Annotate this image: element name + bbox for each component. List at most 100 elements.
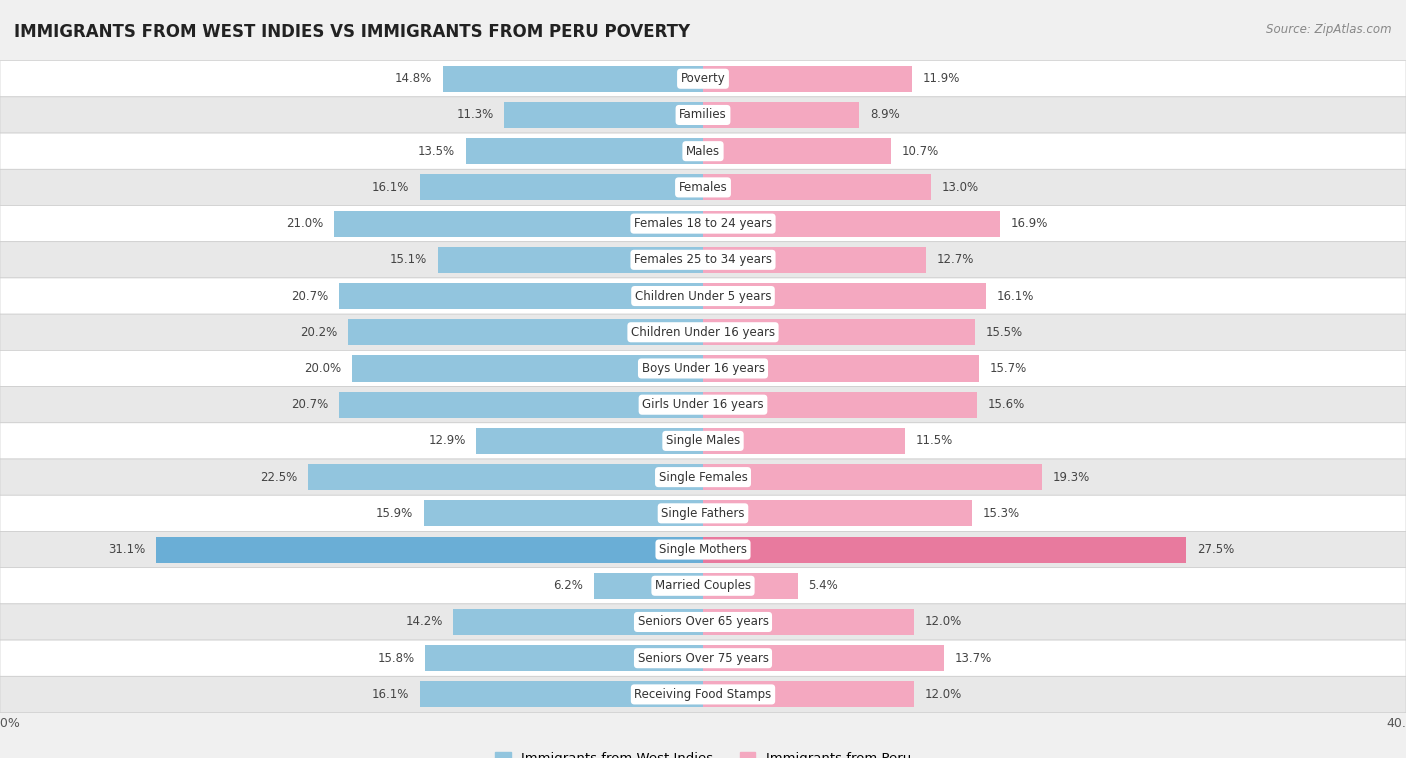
Text: 15.8%: 15.8% — [378, 652, 415, 665]
Bar — [339, 283, 703, 309]
Bar — [703, 428, 905, 454]
FancyBboxPatch shape — [0, 169, 1406, 205]
FancyBboxPatch shape — [0, 242, 1406, 278]
Text: 5.4%: 5.4% — [808, 579, 838, 592]
FancyBboxPatch shape — [0, 97, 1406, 133]
FancyBboxPatch shape — [0, 495, 1406, 531]
Text: 12.0%: 12.0% — [925, 615, 962, 628]
Bar — [156, 537, 703, 562]
Text: 16.1%: 16.1% — [373, 688, 409, 701]
FancyBboxPatch shape — [0, 387, 1406, 423]
Text: 8.9%: 8.9% — [870, 108, 900, 121]
Text: Seniors Over 65 years: Seniors Over 65 years — [637, 615, 769, 628]
Bar — [454, 609, 703, 635]
Text: 19.3%: 19.3% — [1053, 471, 1090, 484]
Bar — [703, 645, 943, 672]
Text: 15.3%: 15.3% — [983, 507, 1019, 520]
Text: 11.9%: 11.9% — [922, 72, 960, 85]
Bar — [703, 464, 1042, 490]
Bar — [703, 102, 859, 128]
Text: 14.8%: 14.8% — [395, 72, 433, 85]
Text: Families: Families — [679, 108, 727, 121]
Bar — [703, 319, 976, 346]
Text: 12.7%: 12.7% — [936, 253, 974, 266]
Bar — [335, 211, 703, 236]
FancyBboxPatch shape — [0, 459, 1406, 495]
Bar — [703, 283, 986, 309]
Text: Seniors Over 75 years: Seniors Over 75 years — [637, 652, 769, 665]
FancyBboxPatch shape — [0, 278, 1406, 314]
Bar — [425, 645, 703, 672]
Text: Children Under 5 years: Children Under 5 years — [634, 290, 772, 302]
Text: 31.1%: 31.1% — [108, 543, 146, 556]
Bar — [420, 681, 703, 707]
Bar — [703, 537, 1187, 562]
FancyBboxPatch shape — [0, 61, 1406, 97]
FancyBboxPatch shape — [0, 531, 1406, 568]
Text: 27.5%: 27.5% — [1197, 543, 1234, 556]
FancyBboxPatch shape — [0, 676, 1406, 713]
Bar — [703, 681, 914, 707]
Bar — [703, 573, 799, 599]
Text: 20.7%: 20.7% — [291, 290, 329, 302]
FancyBboxPatch shape — [0, 350, 1406, 387]
Text: 12.9%: 12.9% — [429, 434, 465, 447]
Bar — [703, 356, 979, 381]
Bar — [477, 428, 703, 454]
Bar — [703, 211, 1000, 236]
Text: 15.1%: 15.1% — [389, 253, 427, 266]
Text: 20.7%: 20.7% — [291, 398, 329, 411]
Text: Source: ZipAtlas.com: Source: ZipAtlas.com — [1267, 23, 1392, 36]
Text: 20.0%: 20.0% — [304, 362, 340, 375]
Text: IMMIGRANTS FROM WEST INDIES VS IMMIGRANTS FROM PERU POVERTY: IMMIGRANTS FROM WEST INDIES VS IMMIGRANT… — [14, 23, 690, 41]
Text: Receiving Food Stamps: Receiving Food Stamps — [634, 688, 772, 701]
Text: Males: Males — [686, 145, 720, 158]
Text: 6.2%: 6.2% — [554, 579, 583, 592]
FancyBboxPatch shape — [0, 423, 1406, 459]
Bar — [420, 174, 703, 200]
Text: Single Mothers: Single Mothers — [659, 543, 747, 556]
Bar — [443, 66, 703, 92]
Text: 11.3%: 11.3% — [457, 108, 494, 121]
FancyBboxPatch shape — [0, 205, 1406, 242]
Text: 22.5%: 22.5% — [260, 471, 297, 484]
Text: 15.6%: 15.6% — [987, 398, 1025, 411]
Text: Females 25 to 34 years: Females 25 to 34 years — [634, 253, 772, 266]
Text: 10.7%: 10.7% — [901, 145, 939, 158]
FancyBboxPatch shape — [0, 314, 1406, 350]
Text: 15.7%: 15.7% — [990, 362, 1026, 375]
Bar — [339, 392, 703, 418]
Text: Females 18 to 24 years: Females 18 to 24 years — [634, 217, 772, 230]
Bar — [703, 174, 932, 200]
Text: Boys Under 16 years: Boys Under 16 years — [641, 362, 765, 375]
Text: 13.7%: 13.7% — [955, 652, 991, 665]
Text: Single Females: Single Females — [658, 471, 748, 484]
Text: 14.2%: 14.2% — [405, 615, 443, 628]
Bar — [308, 464, 703, 490]
Text: 15.5%: 15.5% — [986, 326, 1024, 339]
Text: 12.0%: 12.0% — [925, 688, 962, 701]
FancyBboxPatch shape — [0, 568, 1406, 604]
Text: Girls Under 16 years: Girls Under 16 years — [643, 398, 763, 411]
Text: 16.9%: 16.9% — [1011, 217, 1047, 230]
Text: 21.0%: 21.0% — [287, 217, 323, 230]
Bar — [505, 102, 703, 128]
Bar — [703, 247, 927, 273]
Text: 13.0%: 13.0% — [942, 181, 979, 194]
Text: 11.5%: 11.5% — [915, 434, 953, 447]
Text: 20.2%: 20.2% — [301, 326, 337, 339]
Bar — [703, 138, 891, 164]
Bar — [437, 247, 703, 273]
FancyBboxPatch shape — [0, 133, 1406, 169]
Legend: Immigrants from West Indies, Immigrants from Peru: Immigrants from West Indies, Immigrants … — [495, 752, 911, 758]
Bar — [703, 66, 912, 92]
Text: 13.5%: 13.5% — [418, 145, 456, 158]
Bar — [593, 573, 703, 599]
Text: Single Males: Single Males — [666, 434, 740, 447]
Bar — [703, 392, 977, 418]
Bar — [423, 500, 703, 526]
Text: 16.1%: 16.1% — [997, 290, 1033, 302]
Text: Married Couples: Married Couples — [655, 579, 751, 592]
Bar — [349, 319, 703, 346]
Bar — [703, 500, 972, 526]
